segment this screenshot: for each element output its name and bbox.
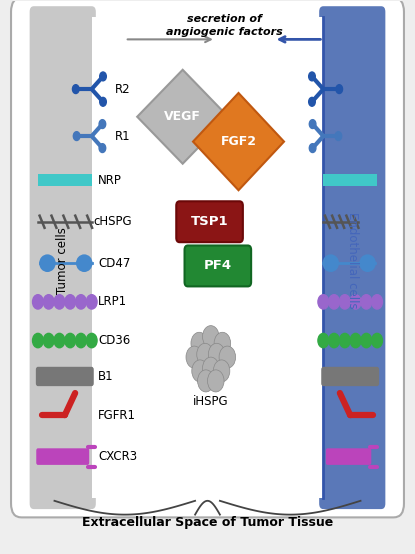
Text: PF4: PF4 — [204, 259, 232, 273]
Circle shape — [335, 132, 342, 141]
Circle shape — [43, 334, 54, 348]
Text: cHSPG: cHSPG — [94, 216, 132, 228]
Text: Endothelial cells: Endothelial cells — [346, 212, 359, 309]
Circle shape — [372, 295, 383, 309]
Circle shape — [339, 295, 350, 309]
Text: B1: B1 — [98, 370, 114, 383]
Circle shape — [329, 295, 339, 309]
Circle shape — [309, 72, 315, 81]
Circle shape — [350, 334, 361, 348]
Polygon shape — [193, 93, 284, 190]
Circle shape — [309, 120, 316, 129]
Circle shape — [86, 295, 97, 309]
Circle shape — [350, 295, 361, 309]
Circle shape — [32, 295, 43, 309]
FancyBboxPatch shape — [321, 367, 379, 386]
FancyBboxPatch shape — [326, 448, 371, 465]
Circle shape — [318, 295, 329, 309]
Bar — [38, 174, 92, 186]
Circle shape — [73, 132, 80, 141]
Circle shape — [99, 143, 106, 152]
Circle shape — [336, 85, 342, 94]
Text: Tumor cells: Tumor cells — [56, 227, 69, 294]
Text: FGF2: FGF2 — [220, 135, 256, 148]
Ellipse shape — [76, 254, 93, 272]
Circle shape — [54, 334, 65, 348]
Circle shape — [192, 360, 208, 382]
Text: Extracellular Space of Tumor Tissue: Extracellular Space of Tumor Tissue — [82, 516, 333, 530]
FancyBboxPatch shape — [319, 6, 386, 509]
Circle shape — [99, 120, 106, 129]
Text: iHSPG: iHSPG — [193, 395, 229, 408]
Circle shape — [86, 334, 97, 348]
Circle shape — [191, 332, 208, 355]
FancyBboxPatch shape — [29, 6, 96, 509]
Text: CD47: CD47 — [98, 257, 130, 270]
FancyBboxPatch shape — [185, 245, 251, 286]
Text: R1: R1 — [115, 130, 130, 142]
FancyBboxPatch shape — [176, 201, 243, 242]
Circle shape — [203, 357, 219, 379]
Polygon shape — [137, 70, 228, 164]
Text: NRP: NRP — [98, 174, 122, 187]
Circle shape — [43, 295, 54, 309]
FancyBboxPatch shape — [11, 0, 404, 517]
Circle shape — [32, 334, 43, 348]
Circle shape — [318, 334, 329, 348]
Circle shape — [203, 326, 219, 348]
Circle shape — [76, 295, 86, 309]
Circle shape — [65, 295, 76, 309]
Circle shape — [197, 343, 213, 366]
Circle shape — [213, 360, 230, 382]
Circle shape — [309, 143, 316, 152]
Circle shape — [208, 370, 224, 392]
Text: R2: R2 — [115, 83, 130, 96]
Text: TSP1: TSP1 — [191, 216, 228, 228]
Circle shape — [100, 98, 106, 106]
Circle shape — [219, 346, 236, 368]
Circle shape — [372, 334, 383, 348]
Circle shape — [361, 295, 372, 309]
Circle shape — [73, 85, 79, 94]
Circle shape — [361, 334, 372, 348]
Text: CD36: CD36 — [98, 334, 130, 347]
FancyBboxPatch shape — [36, 367, 94, 386]
Circle shape — [208, 343, 225, 366]
Circle shape — [54, 295, 65, 309]
Circle shape — [339, 334, 350, 348]
FancyBboxPatch shape — [36, 448, 89, 465]
Text: FGFR1: FGFR1 — [98, 409, 136, 422]
Ellipse shape — [359, 254, 376, 272]
Text: VEGF: VEGF — [164, 110, 201, 123]
Ellipse shape — [39, 254, 56, 272]
Circle shape — [65, 334, 76, 348]
Text: CXCR3: CXCR3 — [98, 450, 137, 463]
Circle shape — [198, 370, 214, 392]
Ellipse shape — [322, 254, 339, 272]
Text: secretion of
angiogenic factors: secretion of angiogenic factors — [166, 14, 283, 37]
Circle shape — [329, 334, 339, 348]
Circle shape — [76, 334, 86, 348]
Bar — [323, 174, 377, 186]
Bar — [92, 17, 323, 498]
Circle shape — [100, 72, 106, 81]
Circle shape — [186, 346, 203, 368]
Circle shape — [214, 332, 231, 355]
Text: LRP1: LRP1 — [98, 295, 127, 309]
Circle shape — [309, 98, 315, 106]
